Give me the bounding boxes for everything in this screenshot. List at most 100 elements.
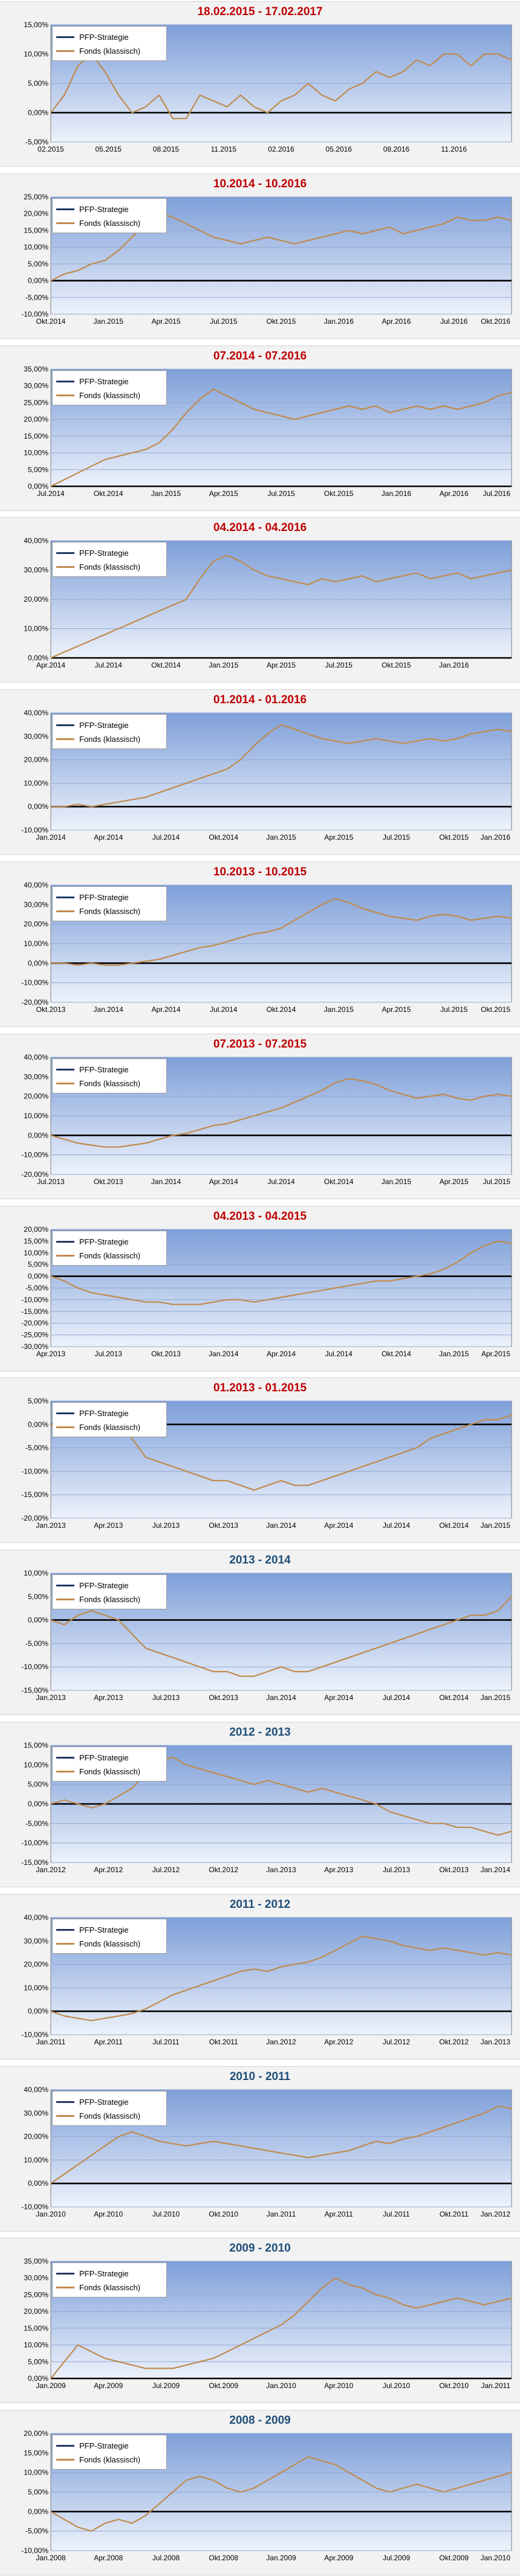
x-tick-label: Okt.2011 bbox=[440, 2210, 469, 2218]
chart-legend: PFP-Strategie Fonds (klassisch) bbox=[52, 1231, 167, 1266]
y-tick-label: 25,00% bbox=[24, 2290, 48, 2299]
legend-swatch bbox=[56, 1584, 74, 1586]
y-tick-label: 40,00% bbox=[24, 709, 48, 717]
x-tick-label: Okt.2013 bbox=[439, 1866, 469, 1874]
y-tick-label: 25,00% bbox=[24, 193, 48, 201]
series-line-fonds bbox=[50, 1756, 512, 1836]
legend-swatch bbox=[56, 380, 74, 382]
x-tick-label: Jan.2010 bbox=[36, 2210, 66, 2218]
x-tick-label: Jan.2016 bbox=[481, 833, 511, 842]
x-tick-label: Okt.2016 bbox=[481, 317, 510, 326]
x-tick-label: Apr.2015 bbox=[382, 1005, 411, 1014]
legend-label: PFP-Strategie bbox=[79, 1580, 129, 1590]
chart-panel: -10,00% 0,00% 10,00% 20,00% 30,00% 40,00% Jan.… bbox=[0, 1894, 520, 2059]
y-tick-label: 10,00% bbox=[24, 939, 48, 948]
chart-panel: -20,00% -15,00% -10,00% -5,00% 0,00% 5,00% Jan… bbox=[0, 1377, 520, 1543]
series-line-fonds bbox=[51, 724, 512, 808]
chart-title: 10.2014 - 10.2016 bbox=[213, 178, 307, 190]
y-tick-label: 40,00% bbox=[24, 881, 48, 889]
chart-legend: PFP-Strategie Fonds (klassisch) bbox=[52, 1919, 167, 1954]
chart-legend: PFP-Strategie Fonds (klassisch) bbox=[52, 198, 167, 233]
y-tick-label: 20,00% bbox=[24, 756, 48, 764]
x-tick-label: Okt.2008 bbox=[209, 2554, 238, 2562]
y-tick-label: 15,00% bbox=[24, 1741, 48, 1750]
chart-title: 10.2013 - 10.2015 bbox=[213, 866, 307, 878]
y-tick-label: 0,00% bbox=[28, 654, 48, 662]
y-tick-label: -5,00% bbox=[25, 2527, 48, 2536]
chart-legend: PFP-Strategie Fonds (klassisch) bbox=[52, 370, 167, 405]
legend-swatch bbox=[56, 1412, 74, 1414]
y-tick-label: 15,00% bbox=[24, 432, 48, 440]
legend-item: Fonds (klassisch) bbox=[56, 2281, 140, 2294]
y-tick-label: -5,00% bbox=[25, 1639, 48, 1647]
x-tick-label: Jul.2015 bbox=[440, 1005, 468, 1014]
y-tick-label: -10,00% bbox=[21, 1467, 48, 1475]
chart-panel: -20,00% -10,00% 0,00% 10,00% 20,00% 30,00% 40,… bbox=[0, 1034, 520, 1199]
series-line-fonds bbox=[50, 53, 512, 120]
chart-svg: -30,00% -25,00% -20,00% -15,00% -10,00% -5,00… bbox=[21, 1225, 512, 1358]
y-tick-label: 5,00% bbox=[28, 2357, 48, 2366]
chart-panel: -20,00% -10,00% 0,00% 10,00% 20,00% 30,00% 40,… bbox=[0, 861, 520, 1027]
y-tick-label: 20,00% bbox=[24, 1092, 48, 1101]
y-tick-label: -10,00% bbox=[21, 310, 48, 318]
chart-title: 2009 - 2010 bbox=[229, 2242, 291, 2255]
y-tick-label: 0,00% bbox=[28, 2374, 48, 2383]
chart-legend: PFP-Strategie Fonds (klassisch) bbox=[52, 886, 167, 921]
x-tick-label: Okt.2013 bbox=[36, 1005, 66, 1014]
x-tick-label: Jul.2015 bbox=[325, 661, 353, 669]
legend-item: PFP-Strategie bbox=[56, 718, 129, 732]
legend-item: Fonds (klassisch) bbox=[56, 1937, 140, 1950]
y-tick-label: 30,00% bbox=[24, 1937, 48, 1945]
x-tick-label: Apr.2012 bbox=[94, 1866, 123, 1874]
legend-item: Fonds (klassisch) bbox=[56, 560, 140, 573]
y-tick-label: 5,00% bbox=[28, 1397, 48, 1405]
legend-item: PFP-Strategie bbox=[56, 1235, 129, 1248]
y-tick-label: 10,00% bbox=[24, 449, 48, 457]
legend-label: Fonds (klassisch) bbox=[79, 2282, 141, 2292]
y-tick-label: 40,00% bbox=[24, 1053, 48, 1061]
x-tick-label: Okt.2010 bbox=[439, 2381, 469, 2390]
x-tick-label: Jan.2015 bbox=[481, 1693, 511, 1702]
chart-title: 18.02.2015 - 17.02.2017 bbox=[197, 5, 323, 18]
x-tick-label: Apr.2014 bbox=[324, 1693, 353, 1702]
x-tick-label: Apr.2011 bbox=[325, 2210, 353, 2218]
x-tick-label: Apr.2013 bbox=[94, 1693, 123, 1702]
x-tick-label: Apr.2013 bbox=[324, 1866, 353, 1874]
x-tick-label: Jan.2009 bbox=[266, 2554, 296, 2562]
legend-label: PFP-Strategie bbox=[79, 2097, 129, 2107]
y-tick-label: -20,00% bbox=[21, 1319, 48, 1327]
legend-item: Fonds (klassisch) bbox=[56, 732, 140, 745]
y-tick-label: 0,00% bbox=[28, 277, 48, 285]
x-tick-label: Okt.2014 bbox=[94, 489, 123, 498]
legend-swatch bbox=[56, 2286, 74, 2288]
y-tick-label: 30,00% bbox=[24, 566, 48, 575]
legend-label: Fonds (klassisch) bbox=[79, 2111, 141, 2120]
legend-item: Fonds (klassisch) bbox=[56, 1249, 140, 1262]
legend-label: Fonds (klassisch) bbox=[79, 218, 141, 228]
legend-item: PFP-Strategie bbox=[56, 890, 129, 904]
legend-item: Fonds (klassisch) bbox=[56, 904, 140, 918]
x-tick-label: Jul.2010 bbox=[383, 2381, 411, 2390]
x-tick-label: Apr.2012 bbox=[324, 2038, 353, 2046]
y-tick-label: -5,00% bbox=[25, 1284, 48, 1292]
x-tick-label: Jan.2015 bbox=[209, 661, 239, 669]
chart-legend: PFP-Strategie Fonds (klassisch) bbox=[52, 26, 167, 61]
x-tick-label: Jul.2014 bbox=[383, 1693, 411, 1702]
legend-label: PFP-Strategie bbox=[79, 1237, 129, 1246]
x-tick-label: Jul.2012 bbox=[383, 2038, 411, 2046]
chart-legend: PFP-Strategie Fonds (klassisch) bbox=[52, 1574, 167, 1609]
y-tick-label: -20,00% bbox=[21, 998, 48, 1006]
chart-legend: PFP-Strategie Fonds (klassisch) bbox=[52, 2435, 167, 2470]
y-tick-label: 5,00% bbox=[28, 1780, 48, 1789]
legend-label: Fonds (klassisch) bbox=[79, 562, 141, 572]
y-tick-label: 5,00% bbox=[28, 79, 48, 88]
y-tick-label: -25,00% bbox=[21, 1331, 48, 1339]
x-tick-label: Jul.2014 bbox=[210, 1005, 238, 1014]
x-tick-label: Jan.2014 bbox=[481, 1866, 511, 1874]
chart-title: 2013 - 2014 bbox=[229, 1554, 291, 1567]
chart-title: 01.2013 - 01.2015 bbox=[213, 1382, 307, 1394]
y-tick-label: 10,00% bbox=[24, 2156, 48, 2164]
y-tick-label: 10,00% bbox=[24, 625, 48, 633]
x-tick-label: Okt.2015 bbox=[267, 317, 296, 326]
